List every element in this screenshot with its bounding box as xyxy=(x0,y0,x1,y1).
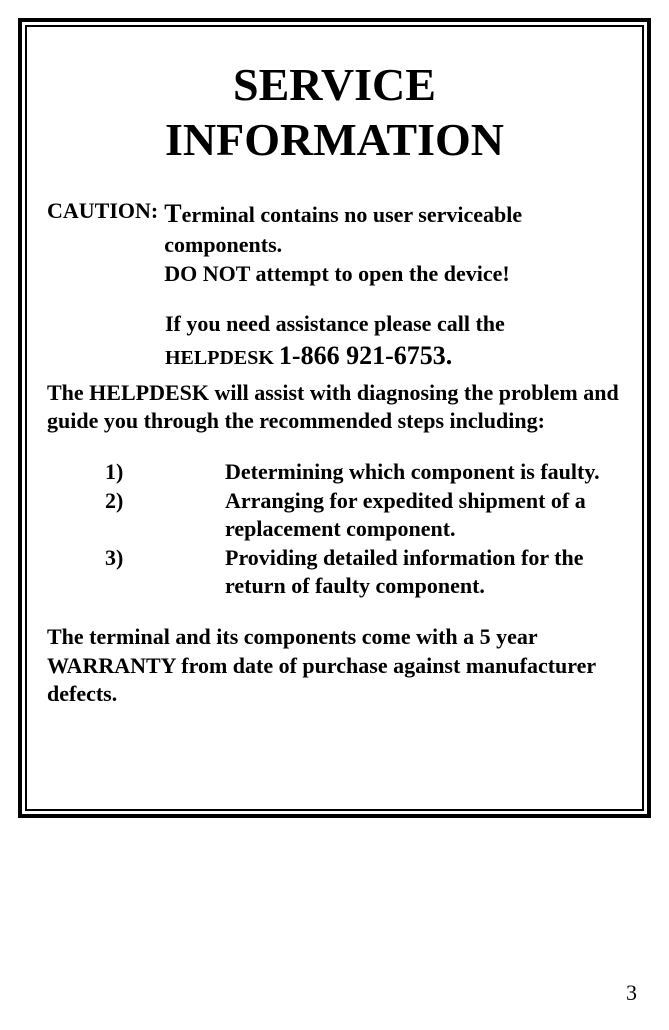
helpdesk-label: HELPDESK xyxy=(165,347,279,369)
step-number: 2) xyxy=(105,487,225,544)
inner-border: SERVICE INFORMATION CAUTION: Terminal co… xyxy=(25,25,644,811)
step-row: 2) Arranging for expedited shipment of a… xyxy=(105,487,622,544)
outer-border: SERVICE INFORMATION CAUTION: Terminal co… xyxy=(18,18,651,818)
warranty-text: The terminal and its components come wit… xyxy=(47,623,622,709)
step-number: 3) xyxy=(105,544,225,601)
caution-line-1-rest: erminal contains no user serviceable xyxy=(182,202,523,227)
caution-block: CAUTION: Terminal contains no user servi… xyxy=(47,197,622,288)
page-number: 3 xyxy=(626,980,637,1006)
caution-label: CAUTION: xyxy=(47,197,158,288)
title-line-1: SERVICE xyxy=(47,57,622,112)
caution-big-t: T xyxy=(164,199,181,228)
caution-line-2: components. xyxy=(164,231,522,260)
helpdesk-phone: 1-866 921-6753. xyxy=(279,341,452,370)
caution-line-1: Terminal contains no user serviceable xyxy=(164,197,522,231)
title-line-2: INFORMATION xyxy=(47,112,622,167)
step-text: Providing detailed information for the r… xyxy=(225,544,622,601)
assist-line-1: If you need assistance please call the xyxy=(165,310,622,339)
assist-line-2: HELPDESK 1-866 921-6753. xyxy=(165,339,622,373)
page-title: SERVICE INFORMATION xyxy=(47,57,622,167)
steps-list: 1) Determining which component is faulty… xyxy=(47,458,622,601)
body-text: The HELPDESK will assist with diagnosing… xyxy=(47,379,622,436)
assist-block: If you need assistance please call the H… xyxy=(47,310,622,372)
step-row: 1) Determining which component is faulty… xyxy=(105,458,622,487)
step-row: 3) Providing detailed information for th… xyxy=(105,544,622,601)
caution-row-1: CAUTION: Terminal contains no user servi… xyxy=(47,197,622,288)
caution-text: Terminal contains no user serviceable co… xyxy=(158,197,522,288)
step-number: 1) xyxy=(105,458,225,487)
step-text: Arranging for expedited shipment of a re… xyxy=(225,487,622,544)
caution-line-3: DO NOT attempt to open the device! xyxy=(164,260,522,289)
step-text: Determining which component is faulty. xyxy=(225,458,622,487)
